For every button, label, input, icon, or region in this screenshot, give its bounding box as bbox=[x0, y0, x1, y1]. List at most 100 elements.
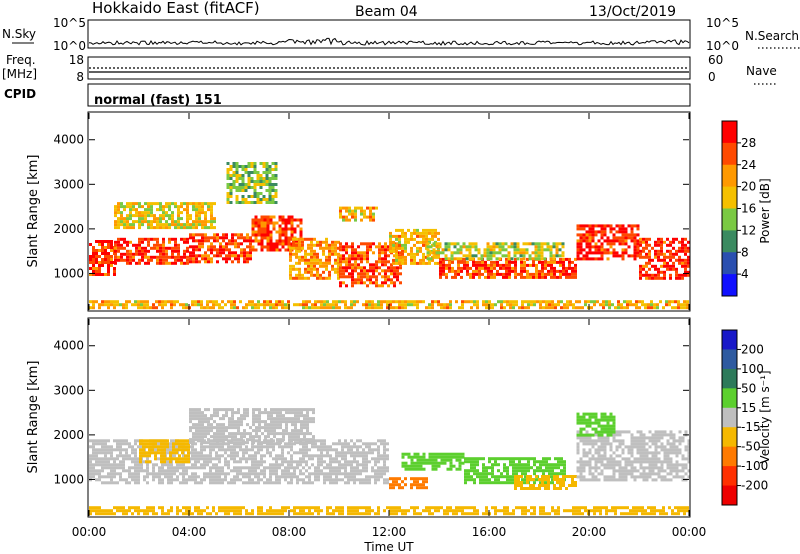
heatmap-cell bbox=[197, 451, 200, 455]
heatmap-cell bbox=[383, 469, 386, 473]
heatmap-cell bbox=[395, 480, 398, 484]
heatmap-cell bbox=[565, 266, 568, 270]
heatmap-cell bbox=[381, 284, 384, 288]
heatmap-cell bbox=[384, 260, 387, 264]
heatmap-cell bbox=[219, 426, 222, 430]
heatmap-cell bbox=[92, 442, 95, 446]
heatmap-cell bbox=[98, 478, 101, 482]
heatmap-cell bbox=[165, 255, 168, 259]
heatmap-cell bbox=[251, 245, 255, 249]
heatmap-cell bbox=[332, 303, 335, 307]
heatmap-cell bbox=[425, 458, 429, 462]
heatmap-cell bbox=[434, 461, 438, 465]
heatmap-cell bbox=[323, 460, 326, 464]
heatmap-cell bbox=[206, 472, 209, 476]
heatmap-cell bbox=[155, 448, 158, 452]
heatmap-cell bbox=[107, 466, 110, 470]
heatmap-cell bbox=[687, 255, 690, 259]
heatmap-cell bbox=[176, 300, 179, 304]
heatmap-cell bbox=[237, 441, 240, 445]
heatmap-cell bbox=[194, 442, 197, 446]
heatmap-cell bbox=[114, 249, 117, 253]
heatmap-cell bbox=[209, 460, 212, 464]
heatmap-cell bbox=[663, 252, 666, 256]
heatmap-cell bbox=[329, 481, 332, 485]
heatmap-cell bbox=[181, 457, 184, 461]
heatmap-cell bbox=[422, 240, 425, 244]
heatmap-cell bbox=[594, 478, 598, 482]
heatmap-cell bbox=[678, 249, 681, 253]
heatmap-cell bbox=[606, 436, 610, 440]
heatmap-cell bbox=[210, 242, 213, 246]
heatmap-cell bbox=[228, 417, 231, 421]
heatmap-cell bbox=[609, 245, 613, 249]
heatmap-cell bbox=[171, 220, 174, 224]
heatmap-cell bbox=[159, 220, 162, 224]
heatmap-cell bbox=[525, 248, 529, 252]
heatmap-cell bbox=[600, 454, 604, 458]
heatmap-cell bbox=[230, 300, 233, 304]
heatmap-cell bbox=[524, 463, 527, 467]
heatmap-cell bbox=[289, 264, 292, 268]
heatmap-cell bbox=[432, 248, 436, 252]
heatmap-cell bbox=[201, 205, 204, 209]
heatmap-cell bbox=[254, 481, 257, 485]
heatmap-cell bbox=[645, 261, 648, 265]
heatmap-cell bbox=[443, 458, 447, 462]
heatmap-cell bbox=[335, 481, 338, 485]
heatmap-cell bbox=[221, 454, 224, 458]
heatmap-cell bbox=[467, 475, 470, 479]
heatmap-cell bbox=[284, 442, 287, 446]
heatmap-cell bbox=[212, 300, 215, 304]
heatmap-cell bbox=[104, 457, 107, 461]
power-ylabel: Slant Range [km] bbox=[26, 155, 41, 268]
heatmap-cell bbox=[410, 467, 414, 471]
heatmap-cell bbox=[263, 221, 267, 225]
heatmap-cell bbox=[636, 227, 640, 231]
heatmap-cell bbox=[372, 251, 375, 255]
heatmap-cell bbox=[563, 303, 566, 307]
heatmap-cell bbox=[568, 266, 571, 270]
heatmap-cell bbox=[675, 252, 678, 256]
heatmap-cell bbox=[533, 300, 536, 304]
heatmap-cell bbox=[356, 460, 359, 464]
heatmap-cell bbox=[491, 457, 494, 461]
heatmap-cell bbox=[209, 481, 212, 485]
heatmap-cell bbox=[194, 460, 197, 464]
heatmap-cell bbox=[401, 486, 404, 490]
heatmap-cell bbox=[669, 249, 672, 253]
heatmap-cell bbox=[125, 442, 128, 446]
heatmap-cell bbox=[563, 472, 566, 476]
heatmap-cell bbox=[213, 254, 216, 258]
heatmap-cell bbox=[475, 266, 478, 270]
heatmap-cell bbox=[242, 306, 245, 310]
heatmap-cell bbox=[319, 243, 322, 247]
heatmap-cell bbox=[186, 205, 189, 209]
heatmap-cell bbox=[551, 469, 554, 473]
heatmap-cell bbox=[266, 224, 270, 228]
heatmap-cell bbox=[189, 236, 192, 240]
heatmap-cell bbox=[260, 224, 264, 228]
heatmap-cell bbox=[627, 448, 631, 452]
heatmap-cell bbox=[323, 475, 326, 479]
heatmap-cell bbox=[603, 454, 607, 458]
heatmap-cell bbox=[684, 252, 687, 256]
heatmap-cell bbox=[284, 248, 288, 252]
heatmap-cell bbox=[271, 189, 275, 192]
heatmap-cell bbox=[241, 189, 245, 192]
heatmap-cell bbox=[657, 466, 661, 470]
heatmap-cell bbox=[257, 472, 260, 476]
heatmap-cell bbox=[240, 441, 243, 445]
heatmap-cell bbox=[642, 472, 646, 476]
heatmap-cell bbox=[338, 469, 341, 473]
heatmap-cell bbox=[129, 202, 132, 206]
heatmap-cell bbox=[272, 445, 275, 449]
heatmap-cell bbox=[107, 264, 110, 267]
heatmap-cell bbox=[363, 212, 366, 216]
heatmap-cell bbox=[192, 426, 195, 430]
heatmap-cell bbox=[156, 208, 159, 212]
heatmap-cell bbox=[263, 303, 266, 307]
heatmap-cell bbox=[605, 300, 608, 304]
heatmap-cell bbox=[557, 463, 560, 467]
heatmap-cell bbox=[195, 248, 198, 252]
